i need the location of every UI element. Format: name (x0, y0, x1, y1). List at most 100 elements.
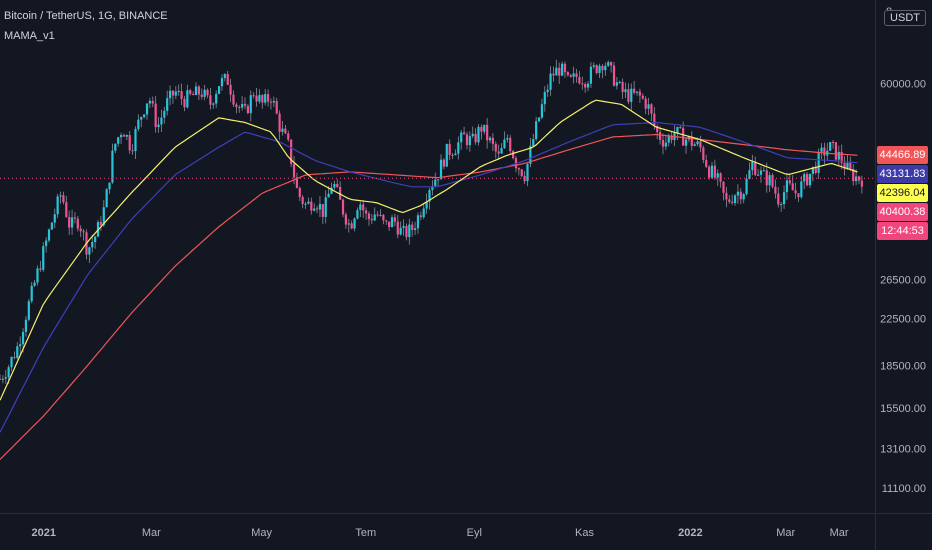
y-tick-label: 13100.00 (880, 443, 926, 455)
candle-body (62, 195, 65, 203)
candle-body (255, 95, 258, 102)
candle-body (676, 126, 679, 133)
candle-body (206, 89, 209, 96)
candle-body (200, 94, 203, 97)
y-tick-label: 18500.00 (880, 361, 926, 373)
candle-body (716, 173, 719, 178)
candle-body (252, 95, 255, 97)
candle-body (269, 101, 273, 103)
candle-body (849, 162, 852, 169)
candle-body (388, 221, 391, 228)
candle-body (529, 145, 532, 164)
candle-body (638, 91, 642, 96)
candle-body (762, 170, 765, 172)
candle-body (722, 181, 725, 193)
candle-body (566, 72, 569, 75)
candle-body (728, 199, 731, 202)
candle-body (359, 204, 362, 211)
ma-slow-line (0, 133, 858, 460)
candle-body (33, 282, 36, 286)
candle-body (650, 104, 653, 114)
candle-body (313, 208, 316, 211)
candle-body (806, 174, 809, 186)
candle-body (117, 137, 120, 144)
candle-body (82, 231, 85, 233)
candle-body (560, 63, 564, 76)
candle-body (186, 90, 189, 108)
candle-body (546, 89, 549, 93)
candle-body (27, 301, 30, 320)
candle-body (212, 103, 215, 105)
ma-mid-line (0, 121, 858, 433)
candle-body (448, 143, 451, 156)
candle-body (656, 125, 659, 133)
candle-body (318, 204, 322, 210)
candle-body (24, 319, 28, 333)
candle-body (275, 101, 278, 114)
candle-body (465, 134, 469, 146)
candle-body (59, 195, 62, 197)
candle-body (618, 81, 621, 83)
candle-body (333, 183, 336, 188)
candle-body (140, 117, 143, 120)
candle-body (189, 90, 192, 94)
candle-body (733, 195, 737, 203)
candle-body (36, 268, 39, 283)
candle-body (731, 201, 734, 203)
candle-body (797, 193, 800, 198)
candle-body (364, 210, 368, 214)
candle-body (215, 93, 218, 104)
candle-body (70, 217, 74, 228)
candle-body (811, 166, 814, 174)
candle-body (7, 367, 10, 378)
candle-body (633, 88, 636, 93)
y-tick-label: 15500.00 (880, 403, 926, 415)
candle-body (223, 74, 226, 79)
candle-body (829, 142, 832, 151)
candle-body (526, 163, 529, 182)
candle-body (486, 124, 489, 141)
candle-body (589, 66, 593, 84)
candle-body (840, 151, 843, 164)
candle-body (690, 136, 693, 146)
candle-body (180, 91, 183, 99)
candle-body (584, 83, 587, 88)
candle-body (658, 132, 662, 140)
candle-body (336, 183, 339, 187)
x-tick-label: Kas (575, 527, 594, 539)
candle-body (287, 133, 290, 140)
candle-body (168, 90, 172, 99)
candle-body (630, 88, 633, 102)
candle-body (105, 189, 108, 208)
candle-body (852, 168, 855, 182)
candle-body (241, 103, 244, 108)
candle-body (532, 139, 535, 146)
candle-body (653, 113, 656, 126)
candle-body (509, 137, 512, 152)
candle-body (0, 378, 2, 380)
candle-body (301, 196, 304, 204)
candle-body (264, 94, 267, 103)
candle-body (148, 100, 151, 104)
candle-body (416, 215, 420, 229)
candle-body (344, 214, 348, 225)
candle-body (413, 228, 417, 230)
candle-body (238, 107, 241, 109)
candle-body (537, 117, 541, 122)
price-badge: 42396.04 (877, 184, 928, 203)
candle-body (572, 73, 575, 77)
candle-body (814, 166, 817, 173)
price-badge: 44466.89 (877, 146, 928, 165)
candle-body (307, 201, 310, 204)
candle-body (194, 86, 198, 96)
price-badge: 40400.38 (877, 203, 928, 222)
candle-body (76, 218, 79, 229)
currency-selector[interactable]: USDT (884, 10, 926, 26)
candle-body (771, 175, 774, 187)
candle-body (609, 62, 613, 66)
candle-body (439, 159, 443, 180)
candle-body (615, 82, 618, 86)
candle-body (304, 203, 307, 205)
candle-body (664, 142, 667, 147)
